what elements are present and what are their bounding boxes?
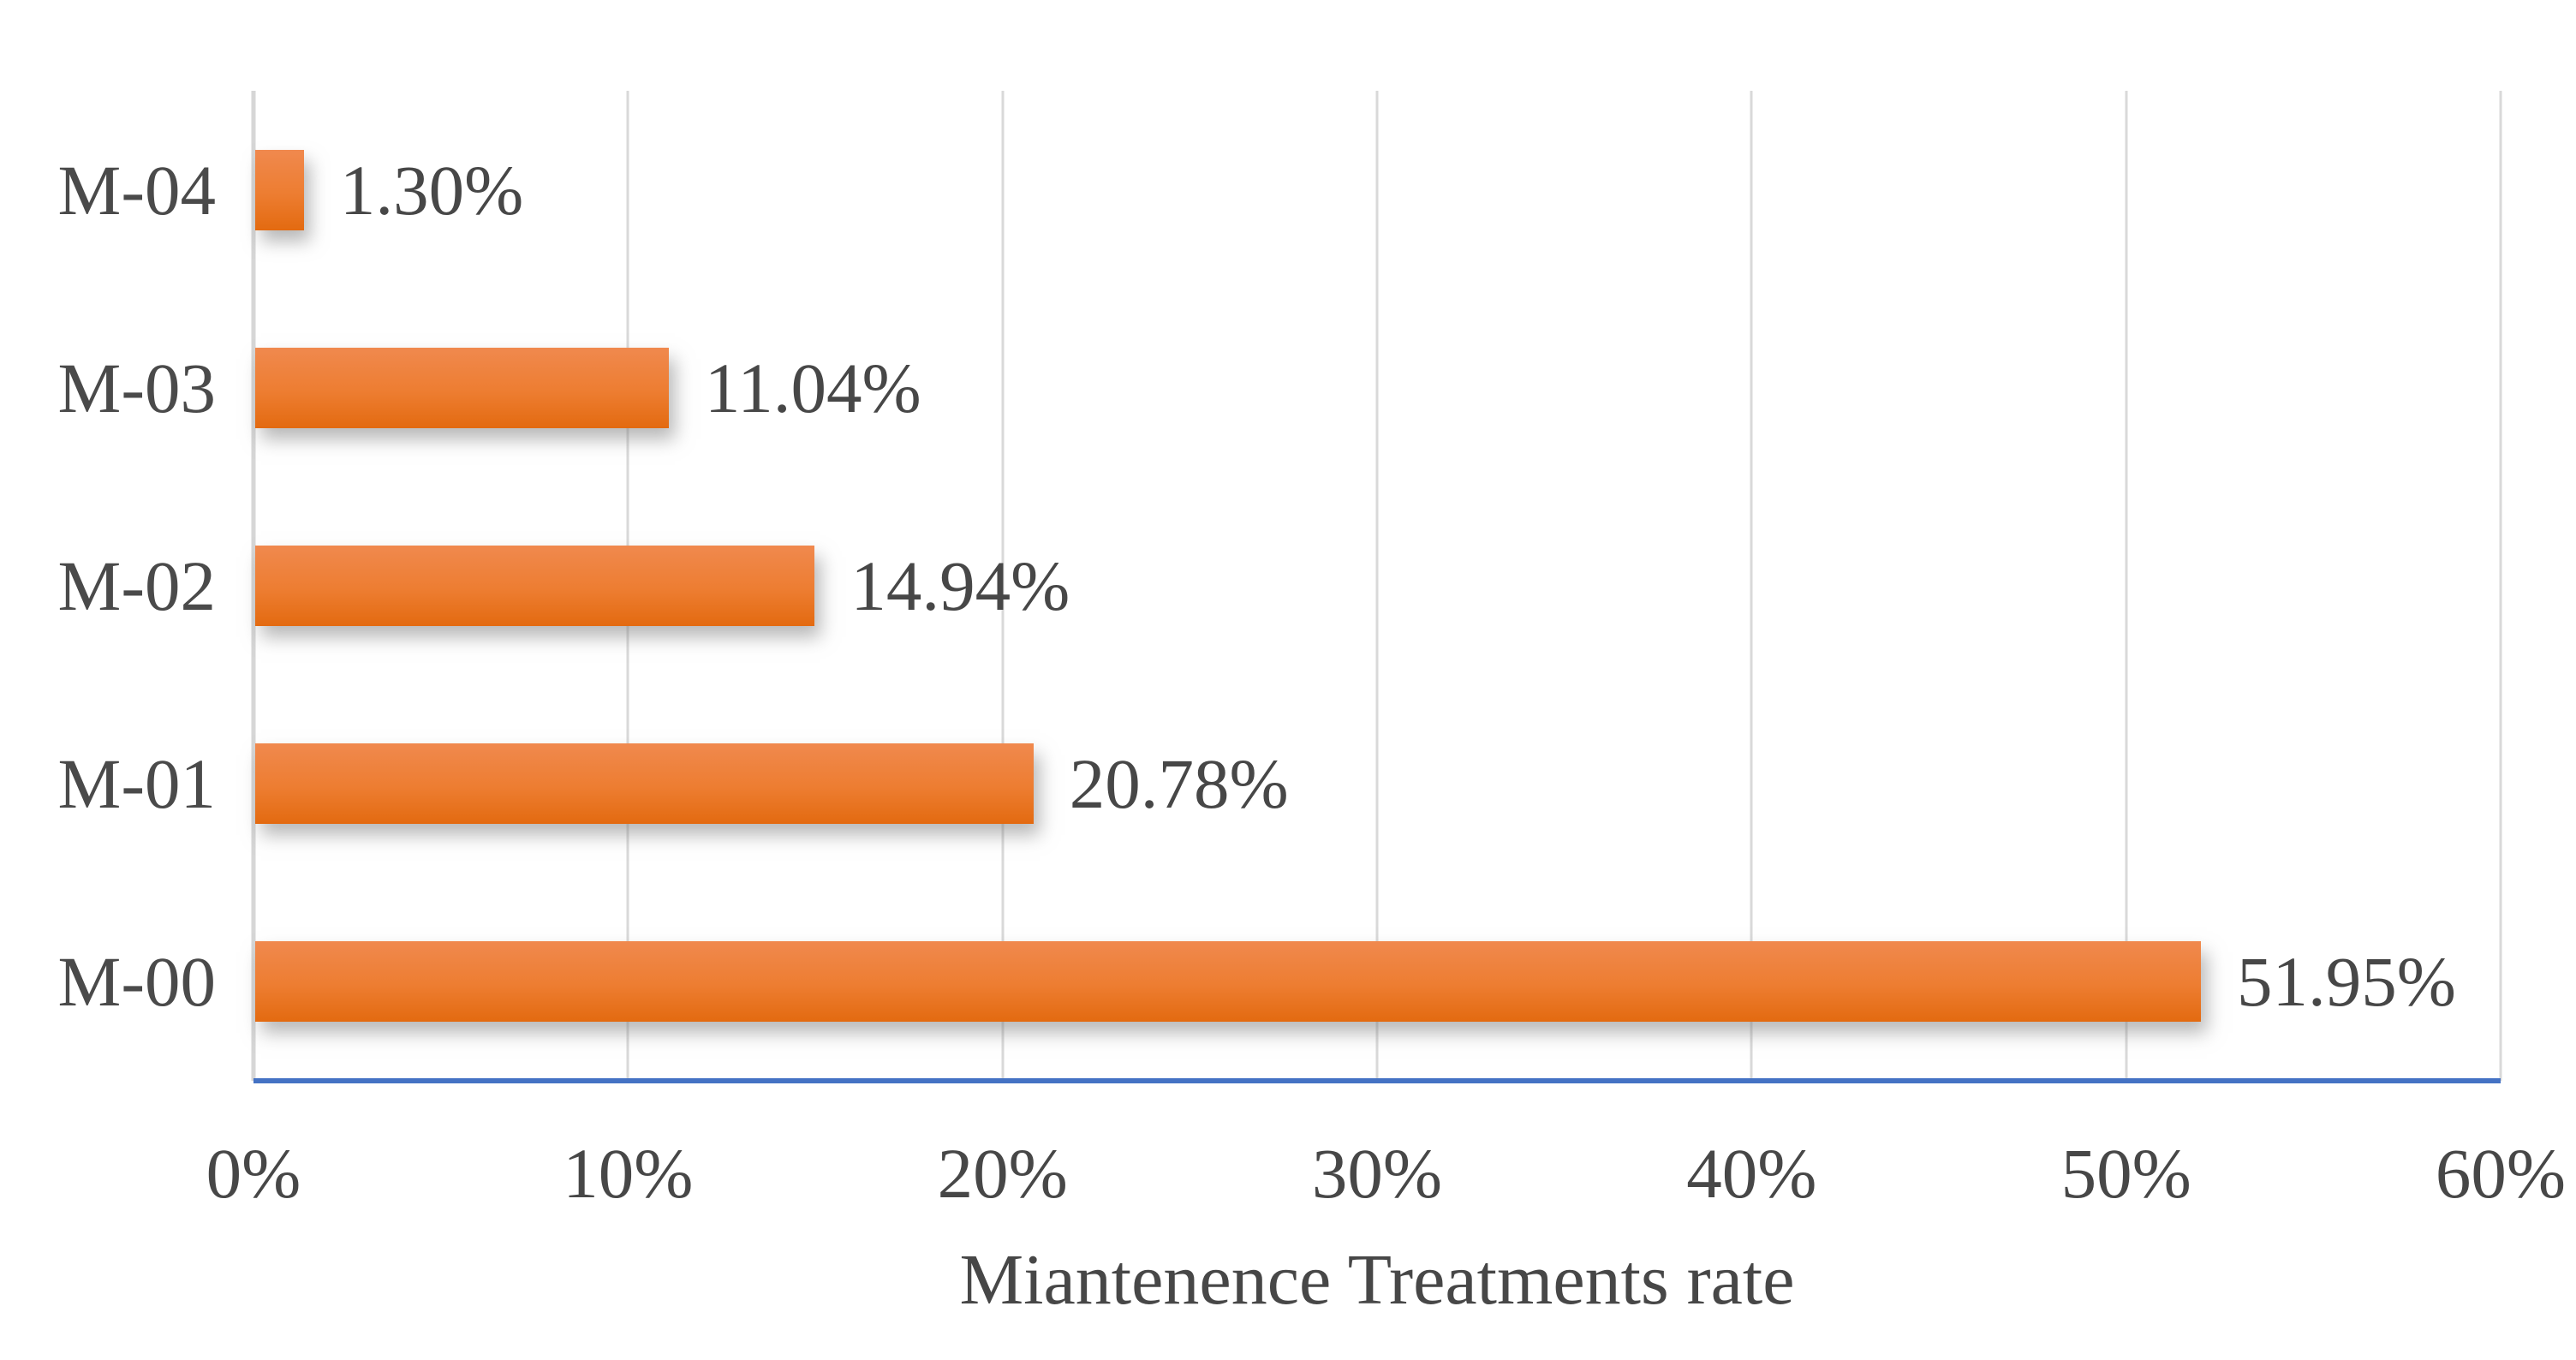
x-tick-50%: 50% (2060, 1134, 2191, 1213)
category-label-M-03: M-03 (57, 348, 216, 427)
gridline (1750, 91, 1753, 1081)
data-label-M-03: 11.04% (704, 348, 921, 427)
x-tick-10%: 10% (563, 1134, 694, 1213)
gridline (2125, 91, 2128, 1081)
bar-M-04 (255, 149, 304, 230)
category-label-M-00: M-00 (57, 942, 216, 1022)
bar-M-00 (255, 941, 2201, 1023)
gridline (2499, 91, 2502, 1081)
x-axis-title: Miantenence Treatments rate (959, 1240, 1795, 1320)
category-label-M-04: M-04 (57, 150, 216, 230)
x-tick-0%: 0% (206, 1134, 301, 1213)
x-tick-40%: 40% (1686, 1134, 1817, 1213)
data-label-M-00: 51.95% (2236, 942, 2456, 1022)
gridline (1001, 91, 1005, 1081)
category-label-M-01: M-01 (57, 744, 216, 824)
x-tick-20%: 20% (937, 1134, 1068, 1213)
x-axis-baseline (253, 1078, 2501, 1083)
data-label-M-01: 20.78% (1069, 744, 1289, 824)
plot-area: 1.30% 11.04% 14.94% 20.78% 51.95% (251, 91, 2502, 1083)
bar-M-02 (255, 546, 815, 626)
x-tick-30%: 30% (1311, 1134, 1443, 1213)
gridline (1375, 91, 1379, 1081)
data-label-M-04: 1.30% (339, 150, 524, 230)
x-tick-60%: 60% (2435, 1134, 2567, 1213)
category-label-M-02: M-02 (57, 546, 216, 625)
y-axis-line (251, 91, 256, 1081)
data-label-M-02: 14.94% (850, 546, 1070, 625)
bar-M-01 (255, 743, 1034, 825)
bar-M-03 (255, 347, 669, 428)
